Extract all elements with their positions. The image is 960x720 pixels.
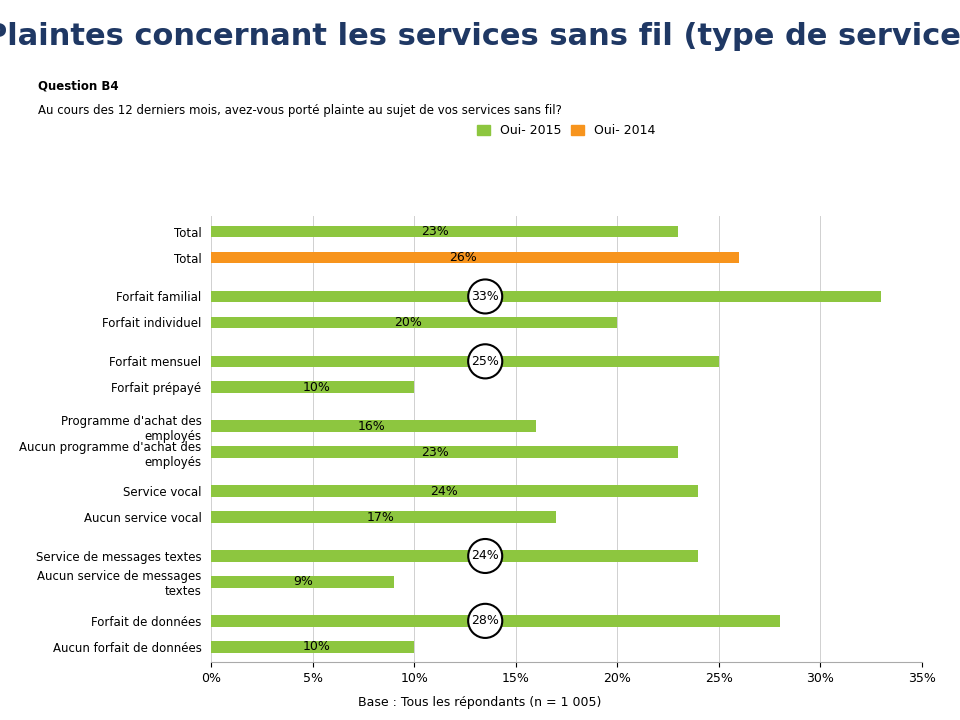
Bar — [211, 317, 617, 328]
Text: Base : Tous les répondants (n = 1 005): Base : Tous les répondants (n = 1 005) — [358, 696, 602, 709]
Bar — [211, 252, 739, 264]
Bar — [211, 446, 678, 458]
Text: Plaintes concernant les services sans fil (type de service): Plaintes concernant les services sans fi… — [0, 22, 960, 50]
Text: Question B4: Question B4 — [38, 79, 119, 92]
Text: Au cours des 12 derniers mois, avez-vous porté plainte au sujet de vos services : Au cours des 12 derniers mois, avez-vous… — [38, 104, 563, 117]
Bar — [211, 226, 678, 238]
Text: 10%: 10% — [302, 640, 330, 653]
Text: 20%: 20% — [394, 316, 421, 329]
Legend: Oui- 2015, Oui- 2014: Oui- 2015, Oui- 2014 — [477, 124, 656, 137]
Bar — [211, 615, 780, 626]
Bar — [211, 550, 698, 562]
Bar — [211, 356, 719, 367]
Text: 24%: 24% — [471, 549, 499, 562]
Bar — [211, 641, 414, 652]
Text: 26%: 26% — [448, 251, 476, 264]
Text: 24%: 24% — [430, 485, 458, 498]
Text: 16%: 16% — [357, 420, 385, 433]
Text: 25%: 25% — [471, 355, 499, 368]
Bar — [211, 382, 414, 393]
Text: 9%: 9% — [294, 575, 313, 588]
Text: 23%: 23% — [421, 225, 449, 238]
Text: 28%: 28% — [471, 614, 499, 627]
Text: 17%: 17% — [367, 510, 395, 523]
Text: 10%: 10% — [302, 381, 330, 394]
Bar — [211, 511, 556, 523]
Bar — [211, 291, 881, 302]
Bar — [211, 576, 394, 588]
Bar — [211, 420, 536, 432]
Bar — [211, 485, 698, 497]
Text: 23%: 23% — [421, 446, 449, 459]
Text: 33%: 33% — [471, 290, 499, 303]
